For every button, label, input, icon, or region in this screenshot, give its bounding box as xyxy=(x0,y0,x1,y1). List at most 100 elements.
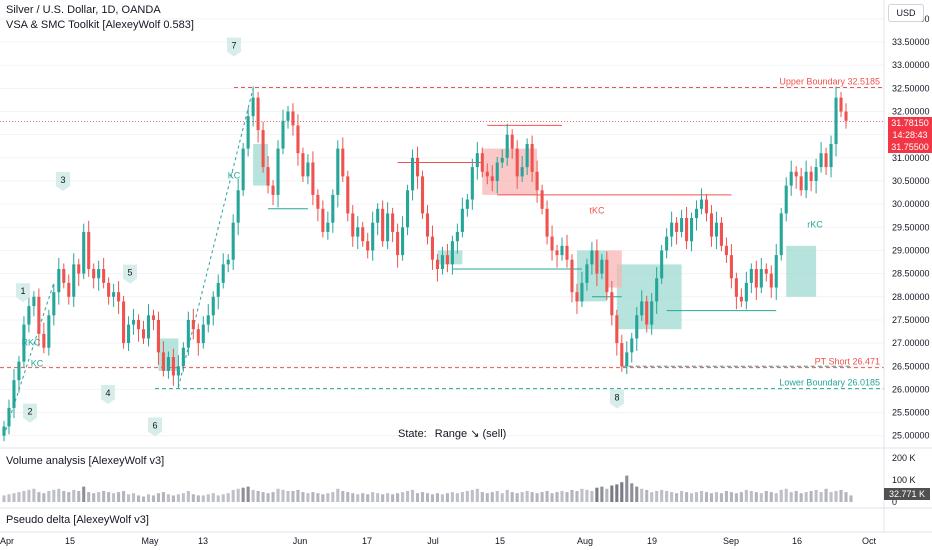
candle-body xyxy=(630,338,634,353)
volume-bar xyxy=(690,493,694,502)
candle-body xyxy=(685,218,689,242)
volume-bar xyxy=(719,493,723,502)
volume-bar xyxy=(241,487,245,502)
candle-body xyxy=(206,315,210,325)
candle-body xyxy=(769,273,773,288)
candle-body xyxy=(460,208,464,232)
price-tick-label: 28.50000 xyxy=(892,269,930,279)
volume-bar xyxy=(376,493,380,502)
volume-bar xyxy=(266,493,270,502)
candle-body xyxy=(381,208,385,242)
candle-body xyxy=(749,269,753,283)
candle-body xyxy=(759,269,763,288)
volume-bar xyxy=(565,492,569,502)
currency-button[interactable]: USD xyxy=(888,4,924,22)
volume-bar xyxy=(107,492,111,502)
candle-body xyxy=(744,282,748,302)
symbol-title[interactable]: Silver / U.S. Dollar, 1D, OANDA xyxy=(6,4,161,16)
candle-body xyxy=(97,269,101,279)
candle-body xyxy=(545,208,549,237)
price-tick-label: 26.50000 xyxy=(892,361,930,371)
volume-bar xyxy=(37,492,41,502)
candle-body xyxy=(834,97,838,144)
volume-bar xyxy=(645,489,649,502)
candle-body xyxy=(311,162,315,195)
swing-label-text: 5 xyxy=(127,268,132,278)
state-label: State: xyxy=(398,428,427,440)
volume-bar xyxy=(7,494,11,502)
volume-bar xyxy=(296,489,300,502)
candle-body xyxy=(515,148,519,177)
volume-bar xyxy=(161,492,165,502)
candle-body xyxy=(430,236,435,260)
swing-path xyxy=(3,282,55,436)
candle-body xyxy=(550,236,554,251)
indicator-title[interactable]: VSA & SMC Toolkit [AlexeyWolf 0.583] xyxy=(6,19,194,31)
candle-body xyxy=(694,208,699,219)
volume-bar xyxy=(475,488,479,502)
volume-bar xyxy=(22,491,26,502)
volume-bar xyxy=(141,496,146,502)
volume-bar xyxy=(525,491,529,502)
candle-body xyxy=(107,282,111,297)
volume-bar xyxy=(391,494,395,502)
volume-bar xyxy=(381,494,385,502)
volume-bar xyxy=(440,494,444,502)
swing-label-text: 6 xyxy=(152,420,157,430)
candle-body xyxy=(590,250,594,265)
delta-panel-title[interactable]: Pseudo delta [AlexeyWolf v3] xyxy=(6,514,149,526)
candle-body xyxy=(186,319,190,348)
volume-bar xyxy=(769,492,773,502)
candle-body xyxy=(520,167,524,177)
volume-bar xyxy=(560,491,564,502)
volume-bar xyxy=(420,492,425,502)
candle-body xyxy=(734,278,738,297)
time-tick-label: Sep xyxy=(723,536,739,546)
candle-body xyxy=(500,157,504,163)
candle-body xyxy=(635,315,639,339)
volume-bar xyxy=(191,494,195,502)
volume-bar xyxy=(465,491,469,502)
time-tick-label: Apr xyxy=(0,536,14,546)
volume-bar xyxy=(754,492,758,502)
candle-body xyxy=(171,357,175,376)
swing-label-text: 4 xyxy=(105,388,110,398)
volume-bar xyxy=(849,495,853,502)
volume-bar xyxy=(82,486,86,502)
volume-bar xyxy=(346,492,350,502)
volume-bar xyxy=(804,492,808,502)
volume-bar xyxy=(171,495,175,502)
price-tick-label: 26.00000 xyxy=(892,384,930,394)
candle-body xyxy=(660,250,664,279)
candle-body xyxy=(490,176,494,181)
candle-body xyxy=(640,301,644,316)
candle-body xyxy=(620,343,624,367)
swing-label-badge xyxy=(227,37,241,57)
volume-bar xyxy=(361,493,365,502)
candle-body xyxy=(117,292,121,302)
volume-panel-title[interactable]: Volume analysis [AlexeyWolf v3] xyxy=(6,455,165,467)
candle-body xyxy=(809,171,813,181)
candle-body xyxy=(127,324,131,344)
volume-bar xyxy=(316,493,320,502)
chart-grid xyxy=(0,18,884,437)
candle-body xyxy=(131,319,136,325)
candle-body xyxy=(789,171,793,186)
candle-body xyxy=(530,143,534,172)
volume-tick-200k: 200 K xyxy=(892,453,916,463)
candle-body xyxy=(336,148,340,195)
volume-bar xyxy=(729,492,733,502)
candle-body xyxy=(670,222,674,237)
volume-bar xyxy=(112,493,116,502)
candle-body xyxy=(141,329,146,339)
volume-bar xyxy=(42,493,46,502)
volume-bar xyxy=(256,491,260,502)
candle-body xyxy=(216,282,220,297)
candle-body xyxy=(475,153,479,168)
candle-body xyxy=(824,153,828,168)
volume-bar xyxy=(655,491,659,502)
volume-bar xyxy=(545,491,549,502)
candle-body xyxy=(236,190,240,223)
candle-body xyxy=(709,213,714,237)
